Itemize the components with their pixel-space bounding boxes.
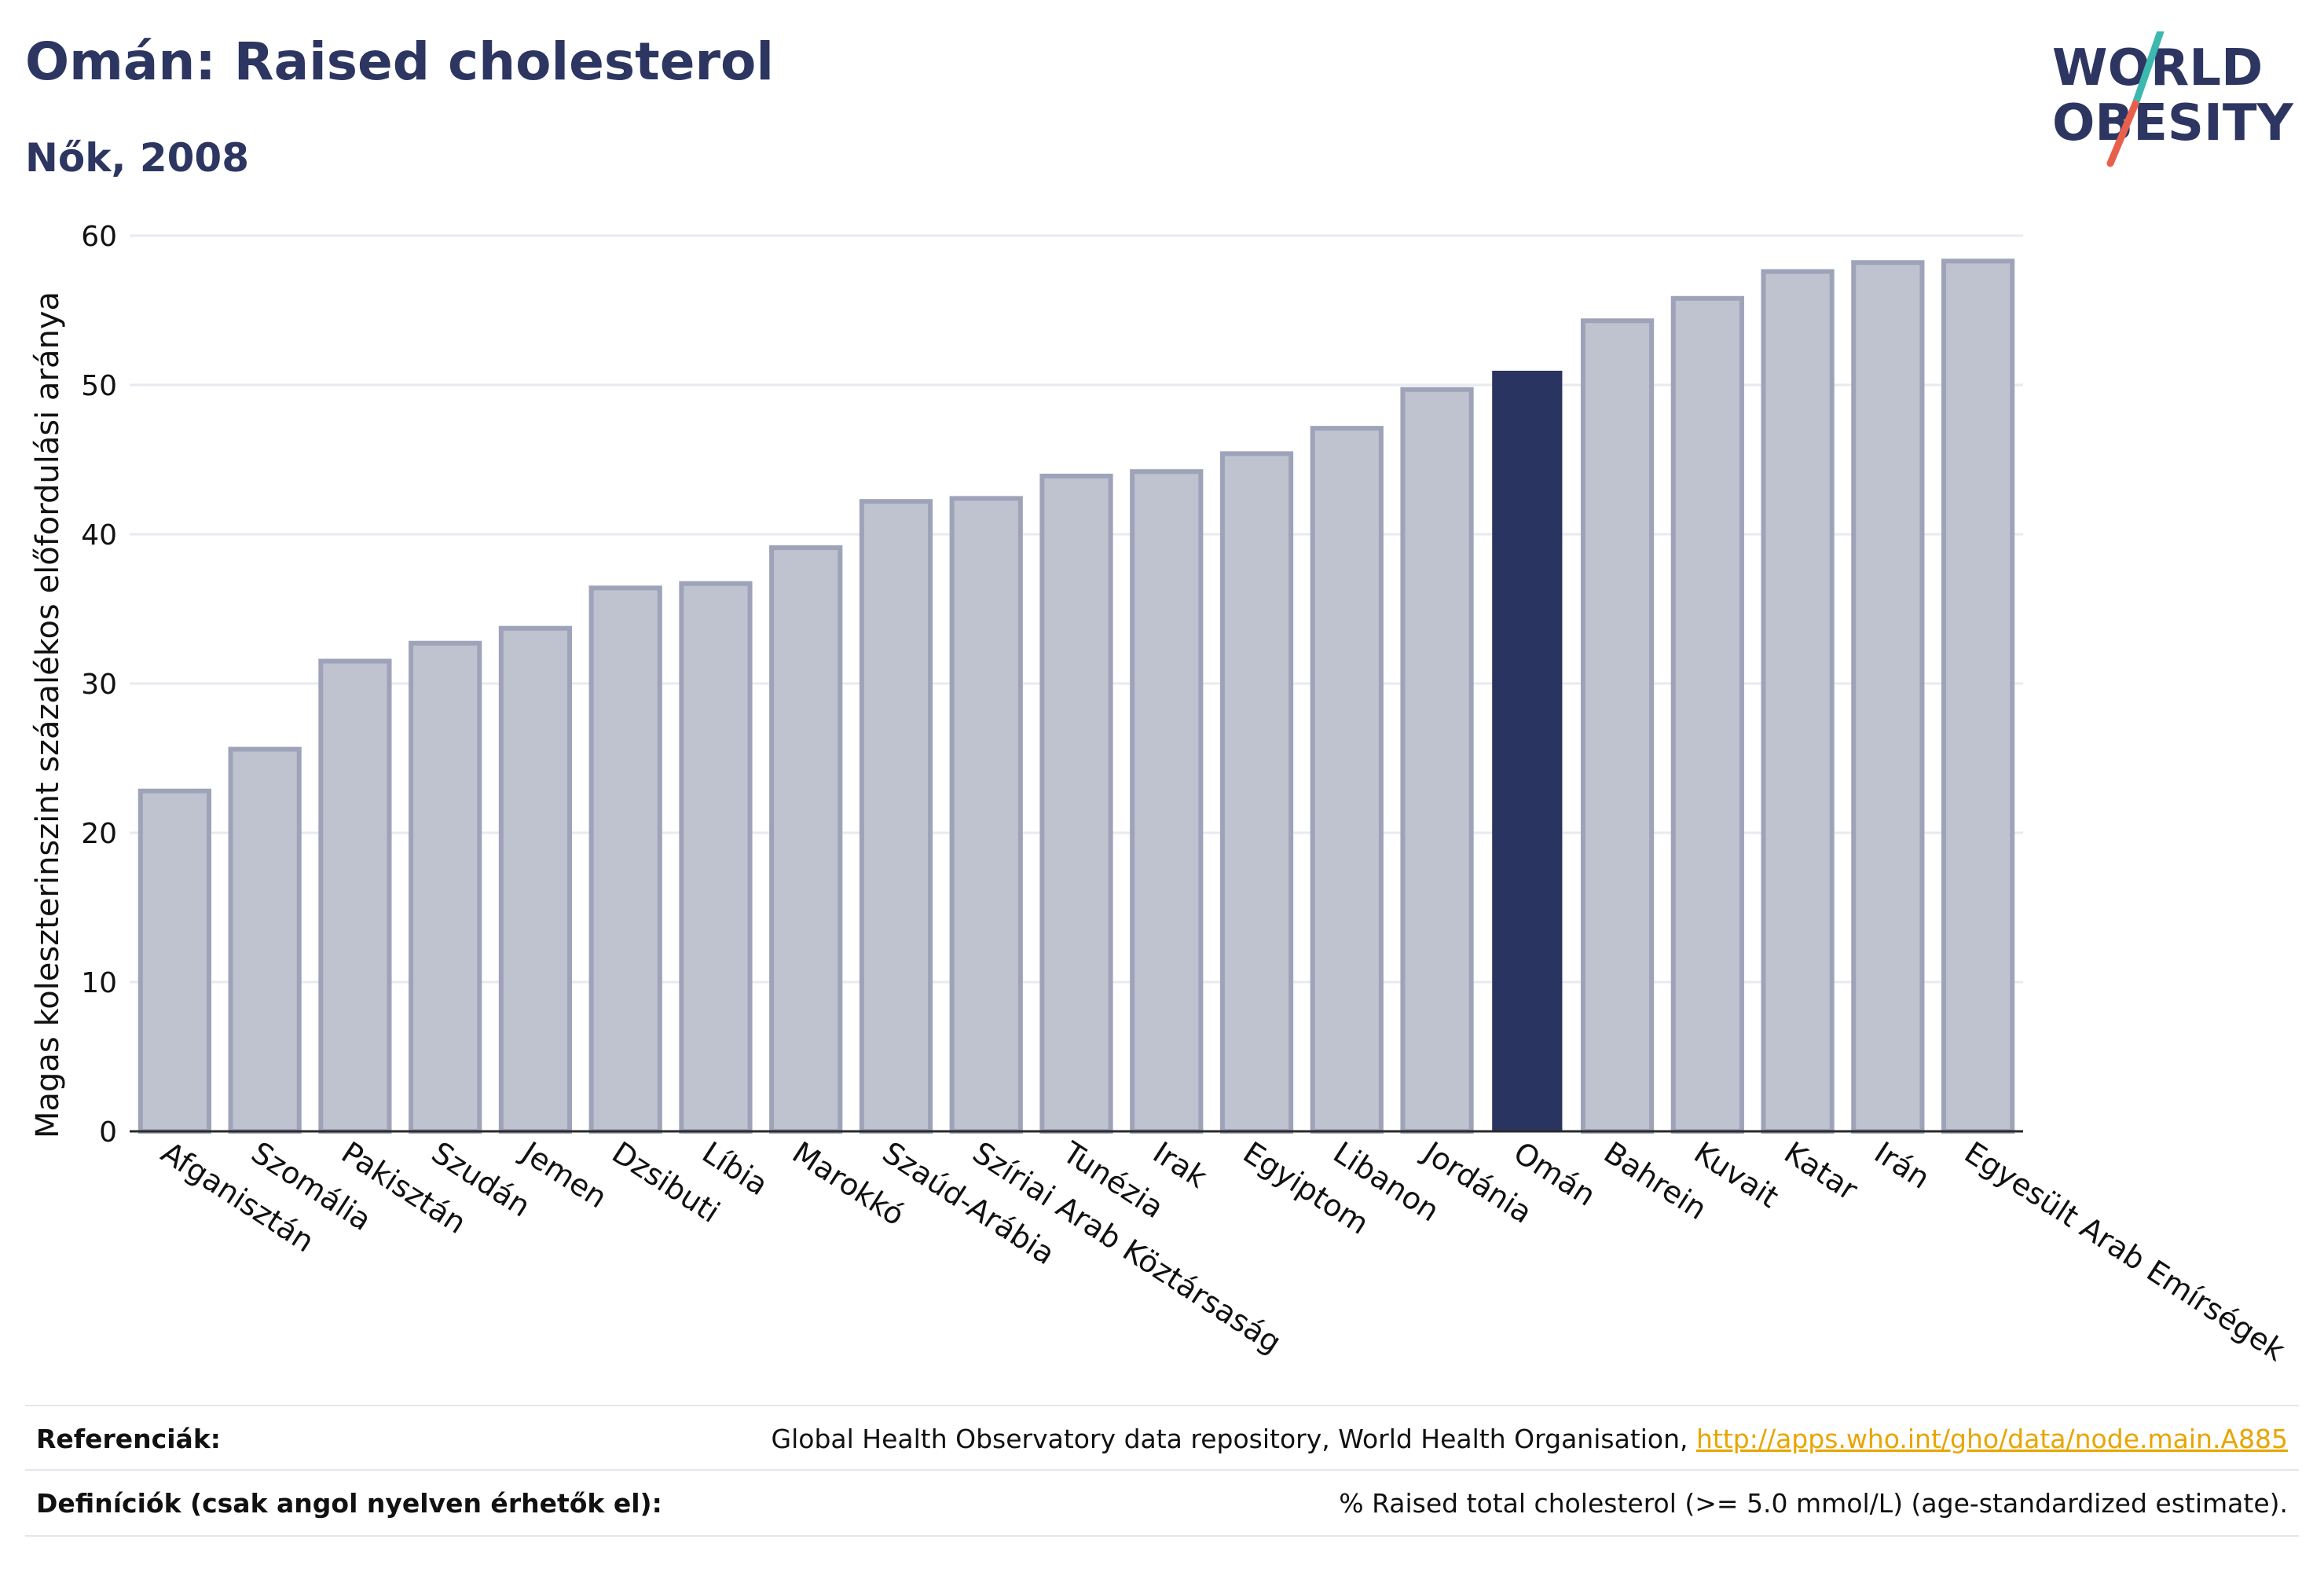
definitions-value: % Raised total cholesterol (>= 5.0 mmol/… <box>1339 1487 2288 1519</box>
world-obesity-logo: WORLD OBESITY <box>2052 31 2293 167</box>
logo-slash-bottom <box>2106 100 2139 167</box>
bar-3 <box>318 658 392 1134</box>
y-axis-title: Magas koleszterinszint százalékos előfor… <box>30 291 66 1138</box>
references-label: Referenciák: <box>36 1423 221 1454</box>
references-link[interactable]: http://apps.who.int/gho/data/node.main.A… <box>1695 1423 2288 1454</box>
bar-17 <box>1580 318 1655 1134</box>
x-tick-label: Bahrein <box>1598 1135 1714 1227</box>
y-tick-label: 30 <box>81 669 117 701</box>
definitions-label: Definíciók (csak angol nyelven érhetők e… <box>36 1487 662 1519</box>
bar-13 <box>1219 451 1294 1134</box>
bar-9 <box>859 499 933 1134</box>
bar-21 <box>1941 258 2015 1134</box>
x-tick-label: Katar <box>1778 1135 1864 1208</box>
bar-1 <box>137 788 211 1134</box>
y-tick-label: 10 <box>81 967 117 999</box>
bar-8 <box>769 545 843 1134</box>
bar-15 <box>1400 387 1474 1134</box>
y-tick-label: 50 <box>81 370 117 402</box>
bars <box>137 258 2015 1134</box>
x-tick-labels: AfganisztánSzomáliaPakisztánSzudánJemenD… <box>155 1134 2291 1368</box>
logo-line-obesity: OBESITY <box>2052 94 2293 152</box>
bar-5 <box>498 625 573 1134</box>
y-tick-label: 40 <box>81 519 117 552</box>
bar-6 <box>588 585 662 1134</box>
x-tick-label: Egyesült Arab Emírségek <box>1959 1135 2292 1368</box>
x-tick-label: Irak <box>1147 1135 1213 1195</box>
bar-4 <box>409 640 482 1134</box>
bar-14 <box>1310 426 1384 1134</box>
references-row: Referenciák: Global Health Observatory d… <box>25 1405 2299 1471</box>
y-tick-label: 0 <box>99 1116 117 1149</box>
references-text: Global Health Observatory data repositor… <box>771 1423 1696 1454</box>
bar-chart: 0 10 20 30 40 50 60 AfganisztánSzomáliaPakiszt… <box>30 221 2291 1368</box>
y-tick-label: 60 <box>81 221 117 253</box>
chart-title: Omán: Raised cholesterol <box>25 31 774 92</box>
bar-2 <box>228 746 302 1134</box>
references-value: Global Health Observatory data repositor… <box>772 1424 2299 1454</box>
bar-11 <box>1039 473 1113 1134</box>
definitions-row: Definíciók (csak angol nyelven érhetők e… <box>25 1469 2299 1537</box>
bar-19 <box>1761 269 1835 1134</box>
bar-12 <box>1130 469 1204 1134</box>
x-tick-label: Irán <box>1868 1135 1936 1196</box>
y-tick-labels: 0 10 20 30 40 50 60 <box>81 221 117 1149</box>
logo-slash-top <box>2132 31 2165 108</box>
bar-18 <box>1670 295 1744 1134</box>
bar-7 <box>679 581 753 1134</box>
bar-20 <box>1851 260 1925 1134</box>
chart-subtitle: Nők, 2008 <box>25 135 250 181</box>
bar-10 <box>949 496 1023 1134</box>
bar-16 <box>1492 370 1563 1132</box>
x-tick-label: Afganisztán <box>155 1135 320 1259</box>
y-tick-label: 20 <box>81 818 117 850</box>
